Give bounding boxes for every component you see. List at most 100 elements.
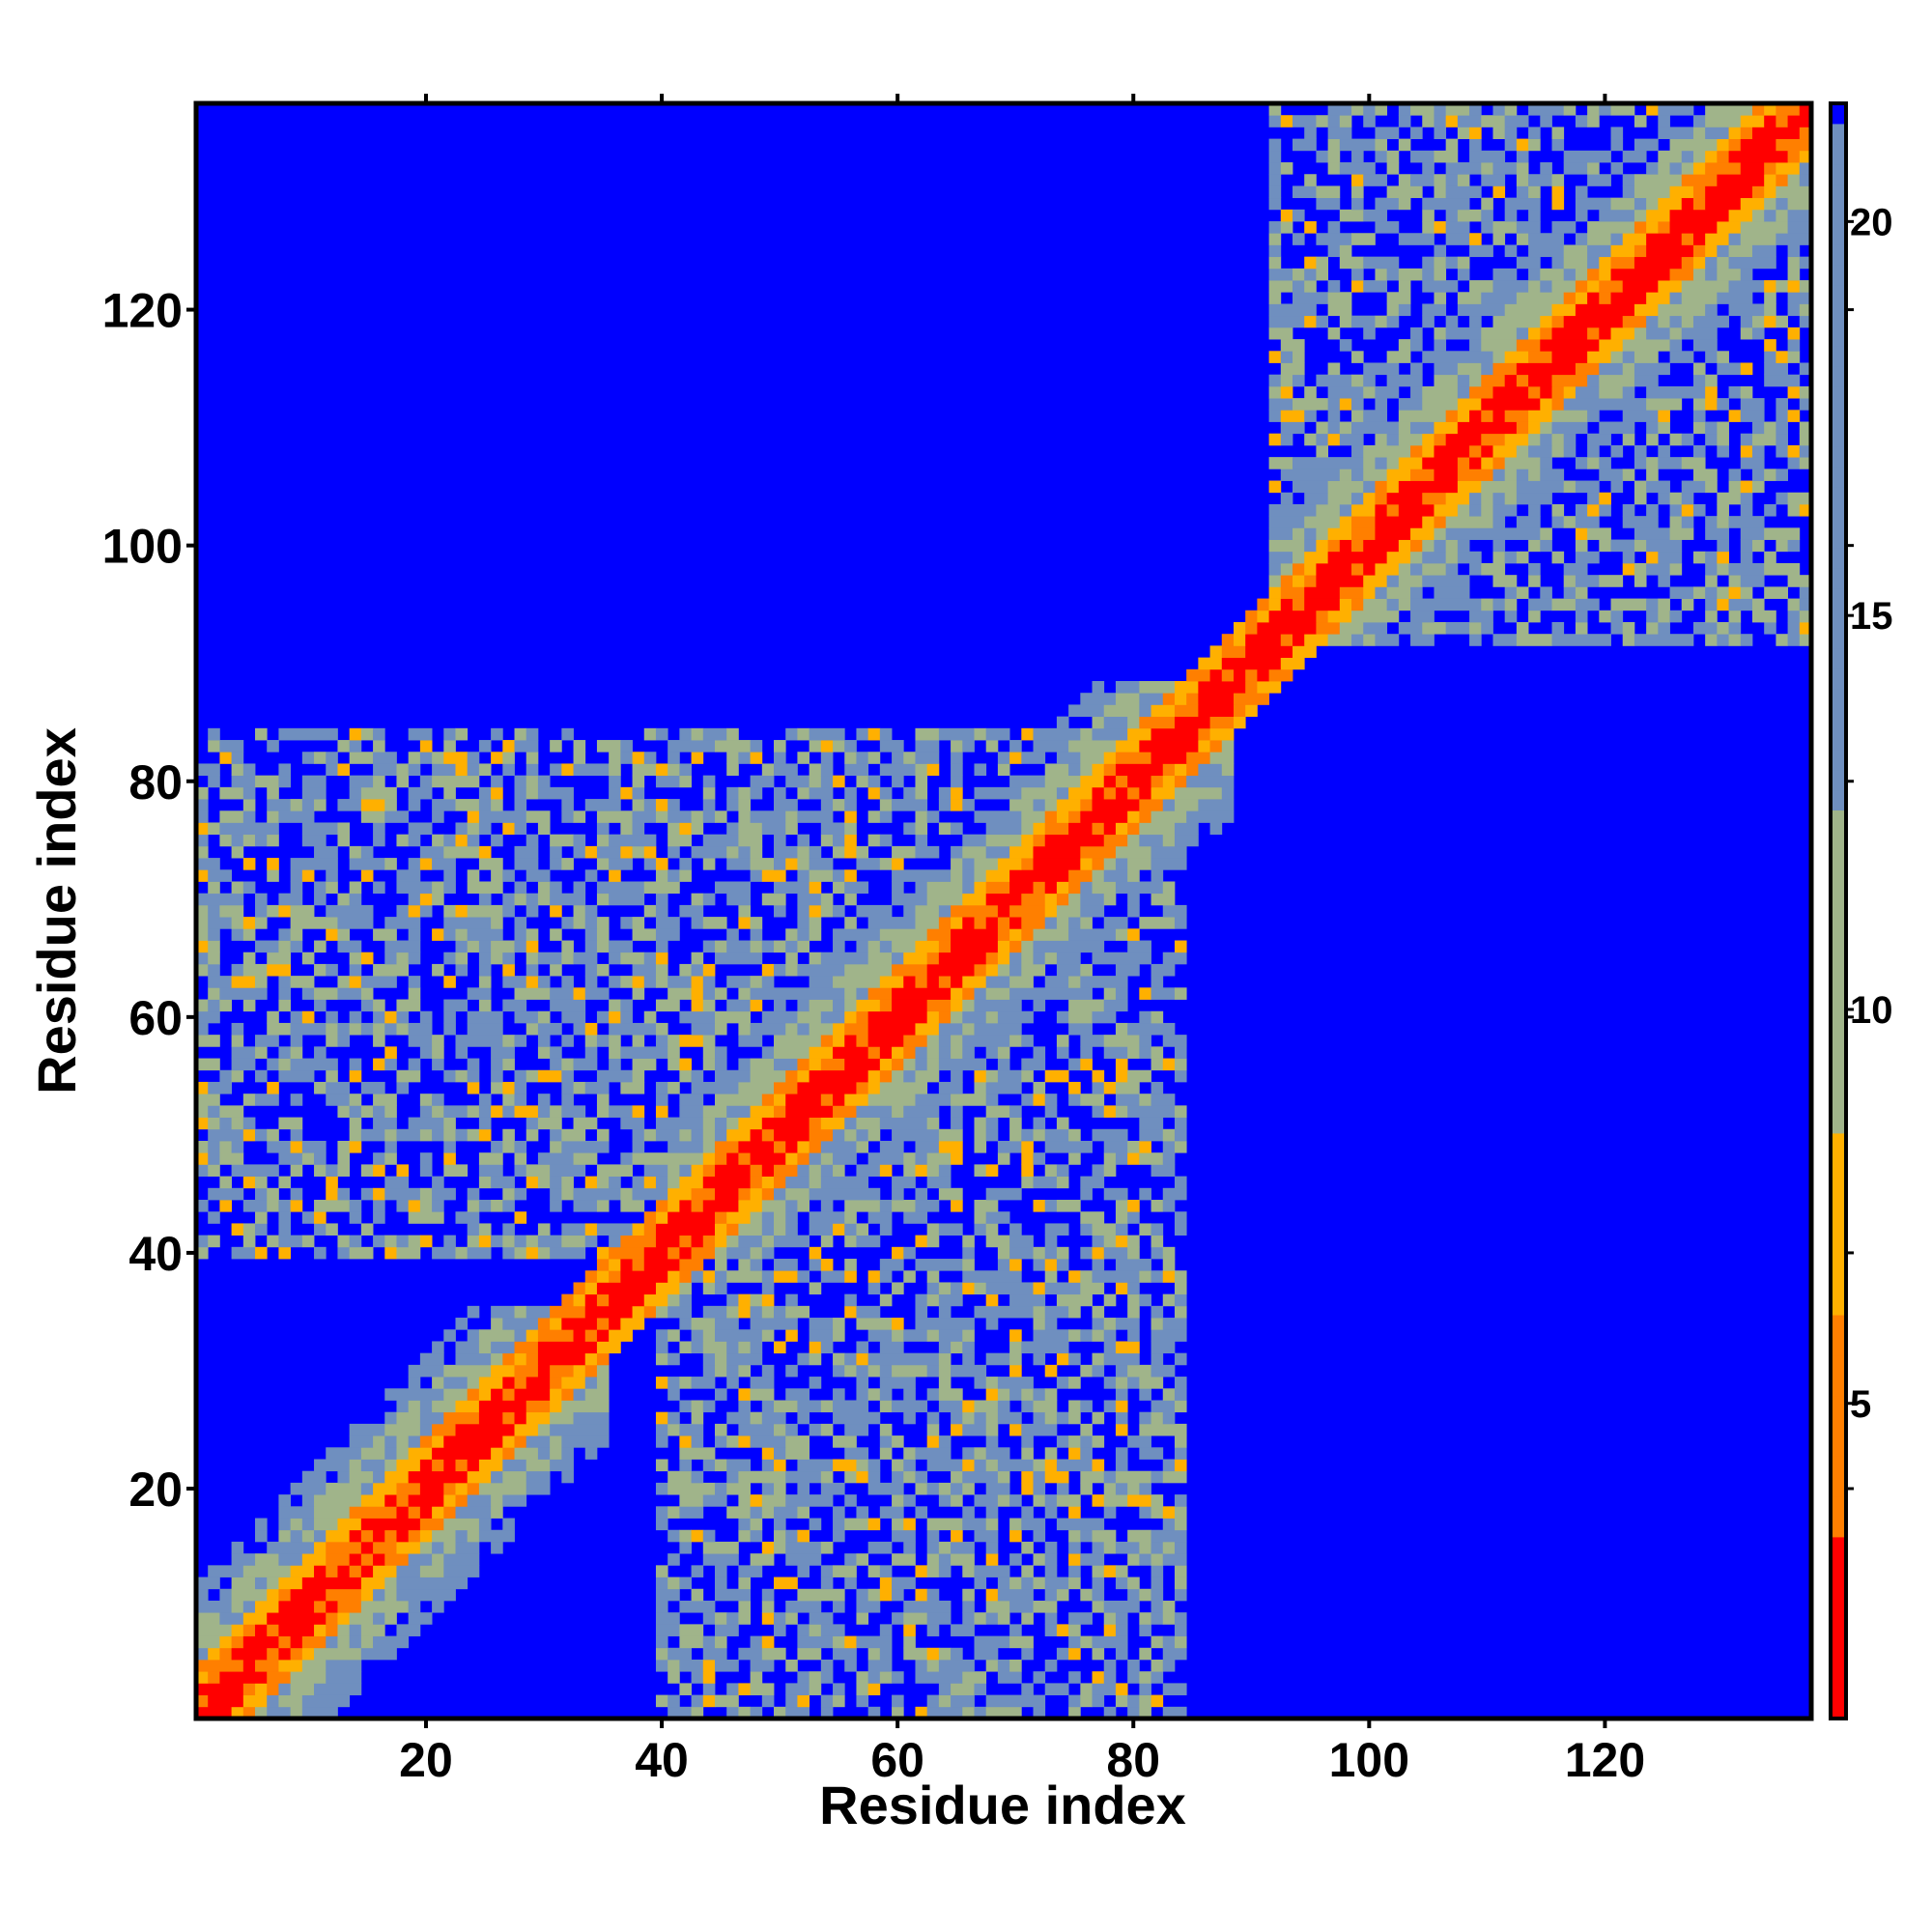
heatmap-cell	[373, 1588, 385, 1602]
heatmap-cell	[278, 763, 292, 777]
heatmap-cell	[926, 1659, 940, 1672]
heatmap-cell	[643, 1305, 657, 1319]
heatmap-cell	[1681, 150, 1694, 163]
heatmap-cell	[514, 1423, 539, 1436]
heatmap-cell	[301, 1694, 351, 1708]
heatmap-cell	[761, 1176, 775, 1189]
heatmap-cell	[985, 740, 999, 753]
heatmap-cell	[1551, 598, 1577, 611]
heatmap-cell	[561, 1318, 598, 1330]
heatmap-cell	[1174, 1459, 1187, 1472]
heatmap-cell	[655, 1282, 680, 1295]
heatmap-cell	[951, 1553, 975, 1566]
heatmap-cell	[962, 1470, 999, 1484]
heatmap-cell	[702, 976, 716, 988]
heatmap-cell	[632, 1187, 668, 1201]
heatmap-cell	[1434, 174, 1447, 186]
heatmap-cell	[550, 1447, 562, 1460]
heatmap-cell	[1386, 586, 1411, 599]
heatmap-cell	[573, 1058, 598, 1071]
heatmap-cell	[833, 845, 845, 859]
heatmap-cell	[962, 1411, 975, 1425]
heatmap-cell	[242, 1176, 256, 1189]
heatmap-cell	[1009, 1600, 1034, 1613]
heatmap-cell	[1375, 457, 1388, 469]
heatmap-cell	[844, 1423, 869, 1436]
heatmap-cell	[691, 917, 704, 929]
heatmap-cell	[1115, 1423, 1128, 1436]
heatmap-cell	[467, 1246, 492, 1260]
heatmap-cell	[867, 1022, 916, 1036]
heatmap-cell	[797, 1069, 810, 1083]
heatmap-cell	[360, 1624, 385, 1636]
heatmap-cell	[1540, 315, 1552, 328]
colorbar-segment	[1831, 163, 1846, 185]
heatmap-cell	[691, 952, 704, 965]
heatmap-cell	[1705, 516, 1718, 528]
heatmap-cell	[443, 752, 469, 764]
heatmap-cell	[514, 1246, 527, 1260]
heatmap-cell	[337, 1164, 351, 1177]
heatmap-cell	[1492, 503, 1518, 517]
heatmap-cell	[738, 1683, 751, 1695]
heatmap-cell	[1080, 917, 1093, 929]
heatmap-cell	[1375, 586, 1388, 599]
heatmap-cell	[962, 1352, 975, 1366]
heatmap-cell	[926, 928, 952, 941]
heatmap-cell	[561, 1140, 610, 1153]
heatmap-cell	[1587, 351, 1611, 363]
heatmap-cell	[396, 1529, 410, 1543]
heatmap-cell	[443, 1518, 480, 1531]
heatmap-cell	[1151, 1235, 1164, 1248]
heatmap-cell	[856, 727, 869, 741]
heatmap-cell	[915, 1506, 928, 1519]
heatmap-cell	[892, 1282, 904, 1295]
heatmap-cell	[373, 1010, 385, 1024]
heatmap-cell	[1174, 1635, 1187, 1649]
heatmap-cell	[231, 763, 244, 777]
heatmap-cell	[820, 952, 869, 965]
heatmap-cell	[609, 952, 621, 965]
heatmap-cell	[1174, 1211, 1187, 1224]
heatmap-cell	[1481, 197, 1493, 211]
heatmap-cell	[537, 822, 551, 836]
heatmap-cell	[242, 810, 256, 823]
heatmap-cell	[1646, 433, 1659, 446]
heatmap-cell	[1162, 1411, 1176, 1425]
heatmap-cell	[1139, 987, 1151, 1000]
heatmap-cell	[997, 1671, 1022, 1684]
heatmap-cell	[867, 1706, 881, 1719]
heatmap-cell	[1139, 1187, 1151, 1201]
colorbar-tick-label: 10	[1850, 989, 1893, 1032]
heatmap-cell	[1386, 480, 1400, 494]
heatmap-cell	[844, 881, 869, 895]
heatmap-cell	[1174, 1140, 1187, 1153]
heatmap-cell	[1646, 480, 1670, 494]
heatmap-cell	[1103, 1140, 1128, 1153]
heatmap-cell	[879, 799, 893, 811]
heatmap-cell	[785, 1541, 822, 1554]
colorbar-segment	[1831, 467, 1846, 488]
heatmap-cell	[997, 1377, 1034, 1389]
heatmap-cell	[526, 963, 539, 977]
heatmap-cell	[1799, 433, 1812, 446]
heatmap-cell	[962, 1447, 975, 1460]
heatmap-cell	[1080, 775, 1105, 788]
y-tick-label: 120	[102, 284, 183, 338]
heatmap-cell	[373, 999, 385, 1012]
heatmap-cell	[278, 1588, 292, 1602]
heatmap-cell	[1068, 1529, 1081, 1543]
heatmap-cell	[196, 1035, 220, 1047]
heatmap-cell	[419, 1010, 433, 1024]
heatmap-cell	[962, 1329, 975, 1342]
heatmap-cell	[1103, 1624, 1117, 1636]
heatmap-cell	[726, 1270, 763, 1283]
heatmap-cell	[1044, 1364, 1058, 1378]
heatmap-cell	[1634, 303, 1659, 317]
heatmap-cell	[702, 1364, 716, 1378]
heatmap-cell	[997, 763, 1010, 777]
heatmap-cell	[1386, 303, 1400, 317]
heatmap-cell	[432, 1094, 444, 1106]
heatmap-cell	[1705, 433, 1718, 446]
heatmap-cell	[596, 1318, 610, 1330]
